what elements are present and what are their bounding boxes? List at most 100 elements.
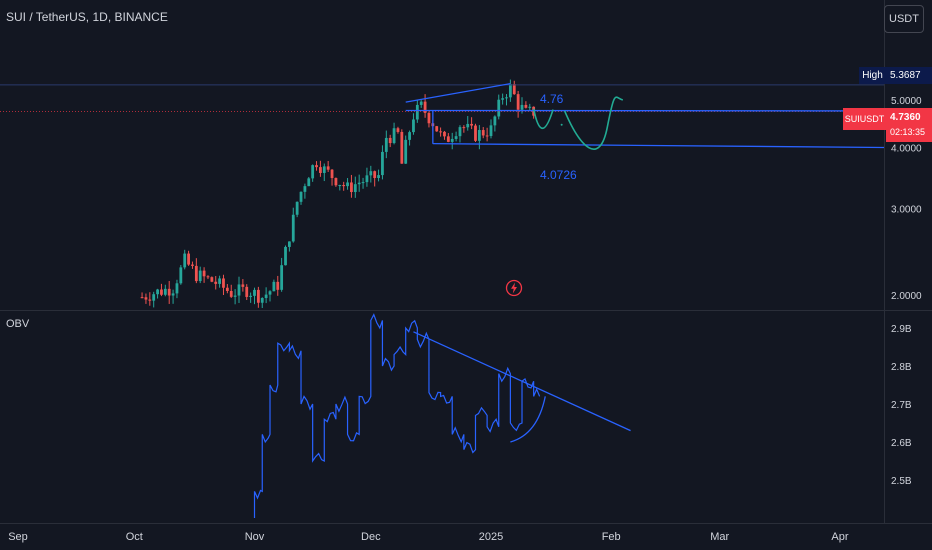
high-value: 5.3687: [886, 67, 932, 84]
obv-trend-line[interactable]: [413, 331, 631, 432]
candle: [322, 163, 326, 182]
level-label-upper: 4.76: [540, 92, 564, 106]
candle: [342, 181, 346, 191]
time-tick-5: Feb: [602, 531, 621, 543]
last-price: 4.7360: [890, 112, 921, 123]
candle: [233, 289, 237, 305]
candle: [377, 169, 380, 182]
candle: [427, 111, 431, 128]
candle: [245, 284, 249, 301]
candle: [524, 101, 528, 109]
candle: [454, 131, 458, 142]
flash-icon[interactable]: [505, 279, 523, 297]
candle: [458, 125, 462, 143]
candle: [210, 276, 214, 283]
candle: [167, 280, 171, 304]
candle: [299, 191, 303, 205]
candle: [489, 119, 493, 139]
price-tick-0: 2.0000: [891, 291, 922, 302]
candle: [369, 165, 373, 183]
candle: [253, 287, 256, 305]
obv-line[interactable]: [253, 313, 541, 518]
time-tick-6: Mar: [710, 531, 729, 543]
candle: [450, 132, 454, 150]
candle: [295, 201, 299, 218]
candle: [408, 130, 411, 146]
candle: [183, 249, 187, 270]
symbol-price-label: SUIUSDT: [843, 108, 886, 130]
candle: [179, 265, 183, 285]
projection-path-2[interactable]: [563, 96, 624, 150]
candle: [256, 286, 260, 308]
drawing-layer: [0, 82, 885, 443]
candle: [481, 127, 485, 139]
candle: [194, 258, 198, 284]
obv-tick-0: 2.5B: [891, 476, 912, 487]
candle: [404, 135, 408, 164]
candle: [384, 130, 388, 159]
candle: [446, 133, 450, 143]
candle: [191, 261, 194, 269]
candle: [222, 274, 225, 296]
trend-line-top[interactable]: [405, 82, 511, 103]
candle: [307, 176, 311, 187]
candle: [187, 250, 190, 266]
price-tick-3: 5.0000: [891, 96, 922, 107]
candle: [493, 115, 497, 132]
candle: [373, 170, 377, 187]
obv-indicator-title[interactable]: OBV: [6, 318, 30, 330]
candle: [419, 100, 423, 108]
candle: [276, 275, 280, 296]
candle: [505, 94, 508, 106]
high-label: High: [859, 67, 886, 84]
candle: [260, 297, 264, 308]
candle: [497, 94, 501, 120]
candle: [225, 284, 229, 294]
price-axis: 2.0000 3.0000 4.0000 5.0000: [891, 96, 922, 302]
projection-dot: [560, 123, 563, 126]
candle: [388, 134, 392, 148]
time-tick-7: Apr: [831, 531, 848, 543]
chart-title: SUI / TetherUS, 1D, BINANCE: [6, 10, 168, 24]
candle: [501, 93, 505, 105]
candle: [206, 275, 210, 280]
candle: [392, 122, 396, 145]
candle: [412, 113, 415, 135]
candle: [508, 79, 512, 102]
candle: [357, 174, 361, 192]
candle: [353, 176, 357, 198]
candle: [470, 117, 474, 130]
candle: [346, 178, 349, 190]
level-label-lower: 4.0726: [540, 168, 577, 182]
level-line-lower[interactable]: [432, 143, 885, 149]
candle: [148, 292, 152, 306]
candle: [477, 125, 481, 150]
candle: [365, 167, 369, 187]
projection-path-1[interactable]: [532, 108, 554, 130]
obv-tick-3: 2.8B: [891, 362, 912, 373]
candle: [171, 289, 175, 304]
candle: [435, 125, 439, 132]
time-tick-1: Oct: [126, 531, 143, 543]
currency-button[interactable]: USDT: [884, 5, 924, 33]
candle: [284, 245, 287, 266]
price-tick-1: 3.0000: [891, 205, 922, 216]
time-tick-0: Sep: [8, 531, 28, 543]
candle: [156, 288, 159, 299]
candle: [512, 80, 516, 95]
candle: [202, 267, 206, 283]
obv-arc[interactable]: [510, 396, 546, 443]
candle: [439, 127, 442, 137]
candle: [361, 177, 365, 189]
time-axis: Sep Oct Nov Dec 2025 Feb Mar Apr: [8, 531, 849, 543]
price-tick-2: 4.0000: [891, 143, 922, 154]
candle: [175, 279, 179, 299]
candle: [214, 276, 218, 290]
obv-tick-4: 2.9B: [891, 324, 912, 335]
candle: [443, 130, 446, 140]
candle: [466, 116, 470, 131]
bar-countdown: 02:13:35: [890, 127, 926, 137]
candle: [400, 129, 404, 164]
candle: [303, 183, 307, 199]
